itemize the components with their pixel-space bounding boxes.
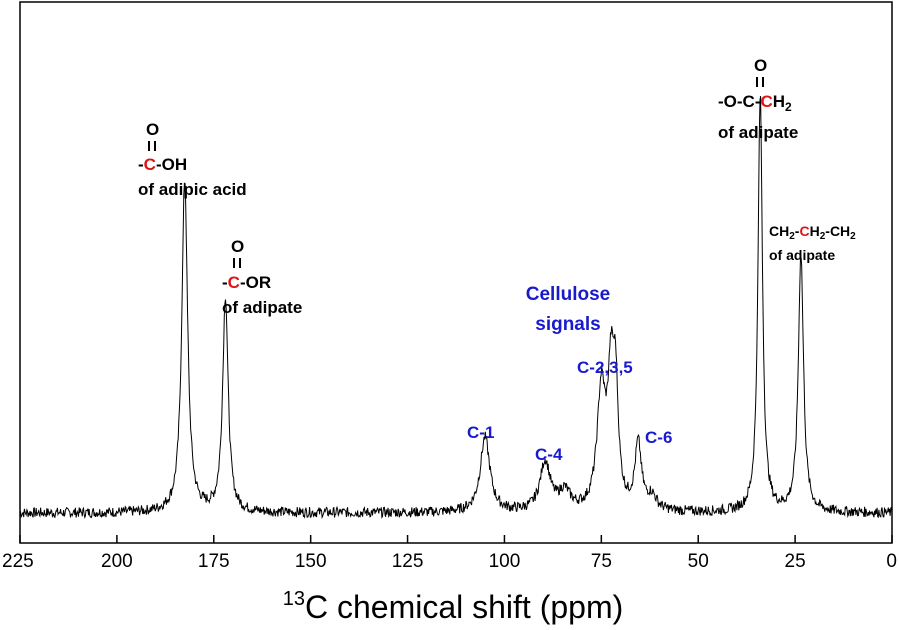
acid-label: of adipic acid bbox=[138, 180, 247, 199]
ester-red-carbon: C bbox=[228, 273, 240, 292]
annotation-ch2-chain: CH2-CH2-CH2 of adipate bbox=[769, 223, 856, 263]
x-tick-label-200: 200 bbox=[101, 551, 133, 572]
ester-formula: -C-OR bbox=[222, 273, 271, 292]
x-tick-label-75: 75 bbox=[591, 551, 612, 572]
acid-red-carbon: C bbox=[144, 155, 156, 174]
x-tick-label-0: 0 bbox=[886, 551, 897, 572]
label-c6: C-6 bbox=[645, 428, 672, 447]
ch2-label: of adipate bbox=[769, 247, 835, 263]
x-tick-label-100: 100 bbox=[489, 551, 521, 572]
ester-label: of adipate bbox=[222, 298, 302, 317]
x-tick-label-50: 50 bbox=[688, 551, 709, 572]
x-tick-label-125: 125 bbox=[392, 551, 424, 572]
x-axis-title: 13C chemical shift (ppm) bbox=[283, 588, 624, 625]
x-tick-label-225: 225 bbox=[2, 551, 34, 572]
och2-red-carbon: C bbox=[760, 92, 772, 111]
och2-label: of adipate bbox=[718, 123, 798, 142]
ch2-red-carbon: C bbox=[799, 223, 809, 239]
spectrum-line bbox=[19, 96, 893, 520]
label-c4: C-4 bbox=[535, 445, 563, 464]
annotation-adipic-acid: O -C-OH of adipic acid bbox=[138, 120, 247, 199]
x-axis-tick-labels: 225 200 175 150 125 100 75 50 25 0 bbox=[2, 551, 897, 572]
acid-oxygen: O bbox=[146, 120, 159, 139]
label-c235: C-2,3,5 bbox=[577, 358, 633, 377]
ester-oxygen: O bbox=[231, 237, 244, 256]
och2-oxygen: O bbox=[754, 56, 767, 75]
x-tick-label-150: 150 bbox=[295, 551, 327, 572]
cellulose-title-line1: Cellulose bbox=[526, 284, 610, 305]
annotation-och2: O -O-C-CH2 of adipate bbox=[718, 56, 798, 142]
plot-frame bbox=[19, 1, 893, 544]
x-axis-ticks bbox=[19, 535, 893, 543]
acid-formula: -C-OH bbox=[138, 155, 187, 174]
x-axis-title-text: C chemical shift (ppm) bbox=[305, 589, 623, 625]
annotation-ester-carbonyl: O -C-OR of adipate bbox=[222, 237, 302, 317]
x-tick-label-25: 25 bbox=[785, 551, 806, 572]
och2-formula: -O-C-CH2 bbox=[718, 92, 792, 114]
x-axis-title-superscript: 13 bbox=[283, 588, 305, 610]
cellulose-title-line2: signals bbox=[535, 314, 600, 335]
label-c1: C-1 bbox=[467, 423, 494, 442]
x-tick-label-175: 175 bbox=[198, 551, 230, 572]
ch2-formula: CH2-CH2-CH2 bbox=[769, 223, 856, 242]
